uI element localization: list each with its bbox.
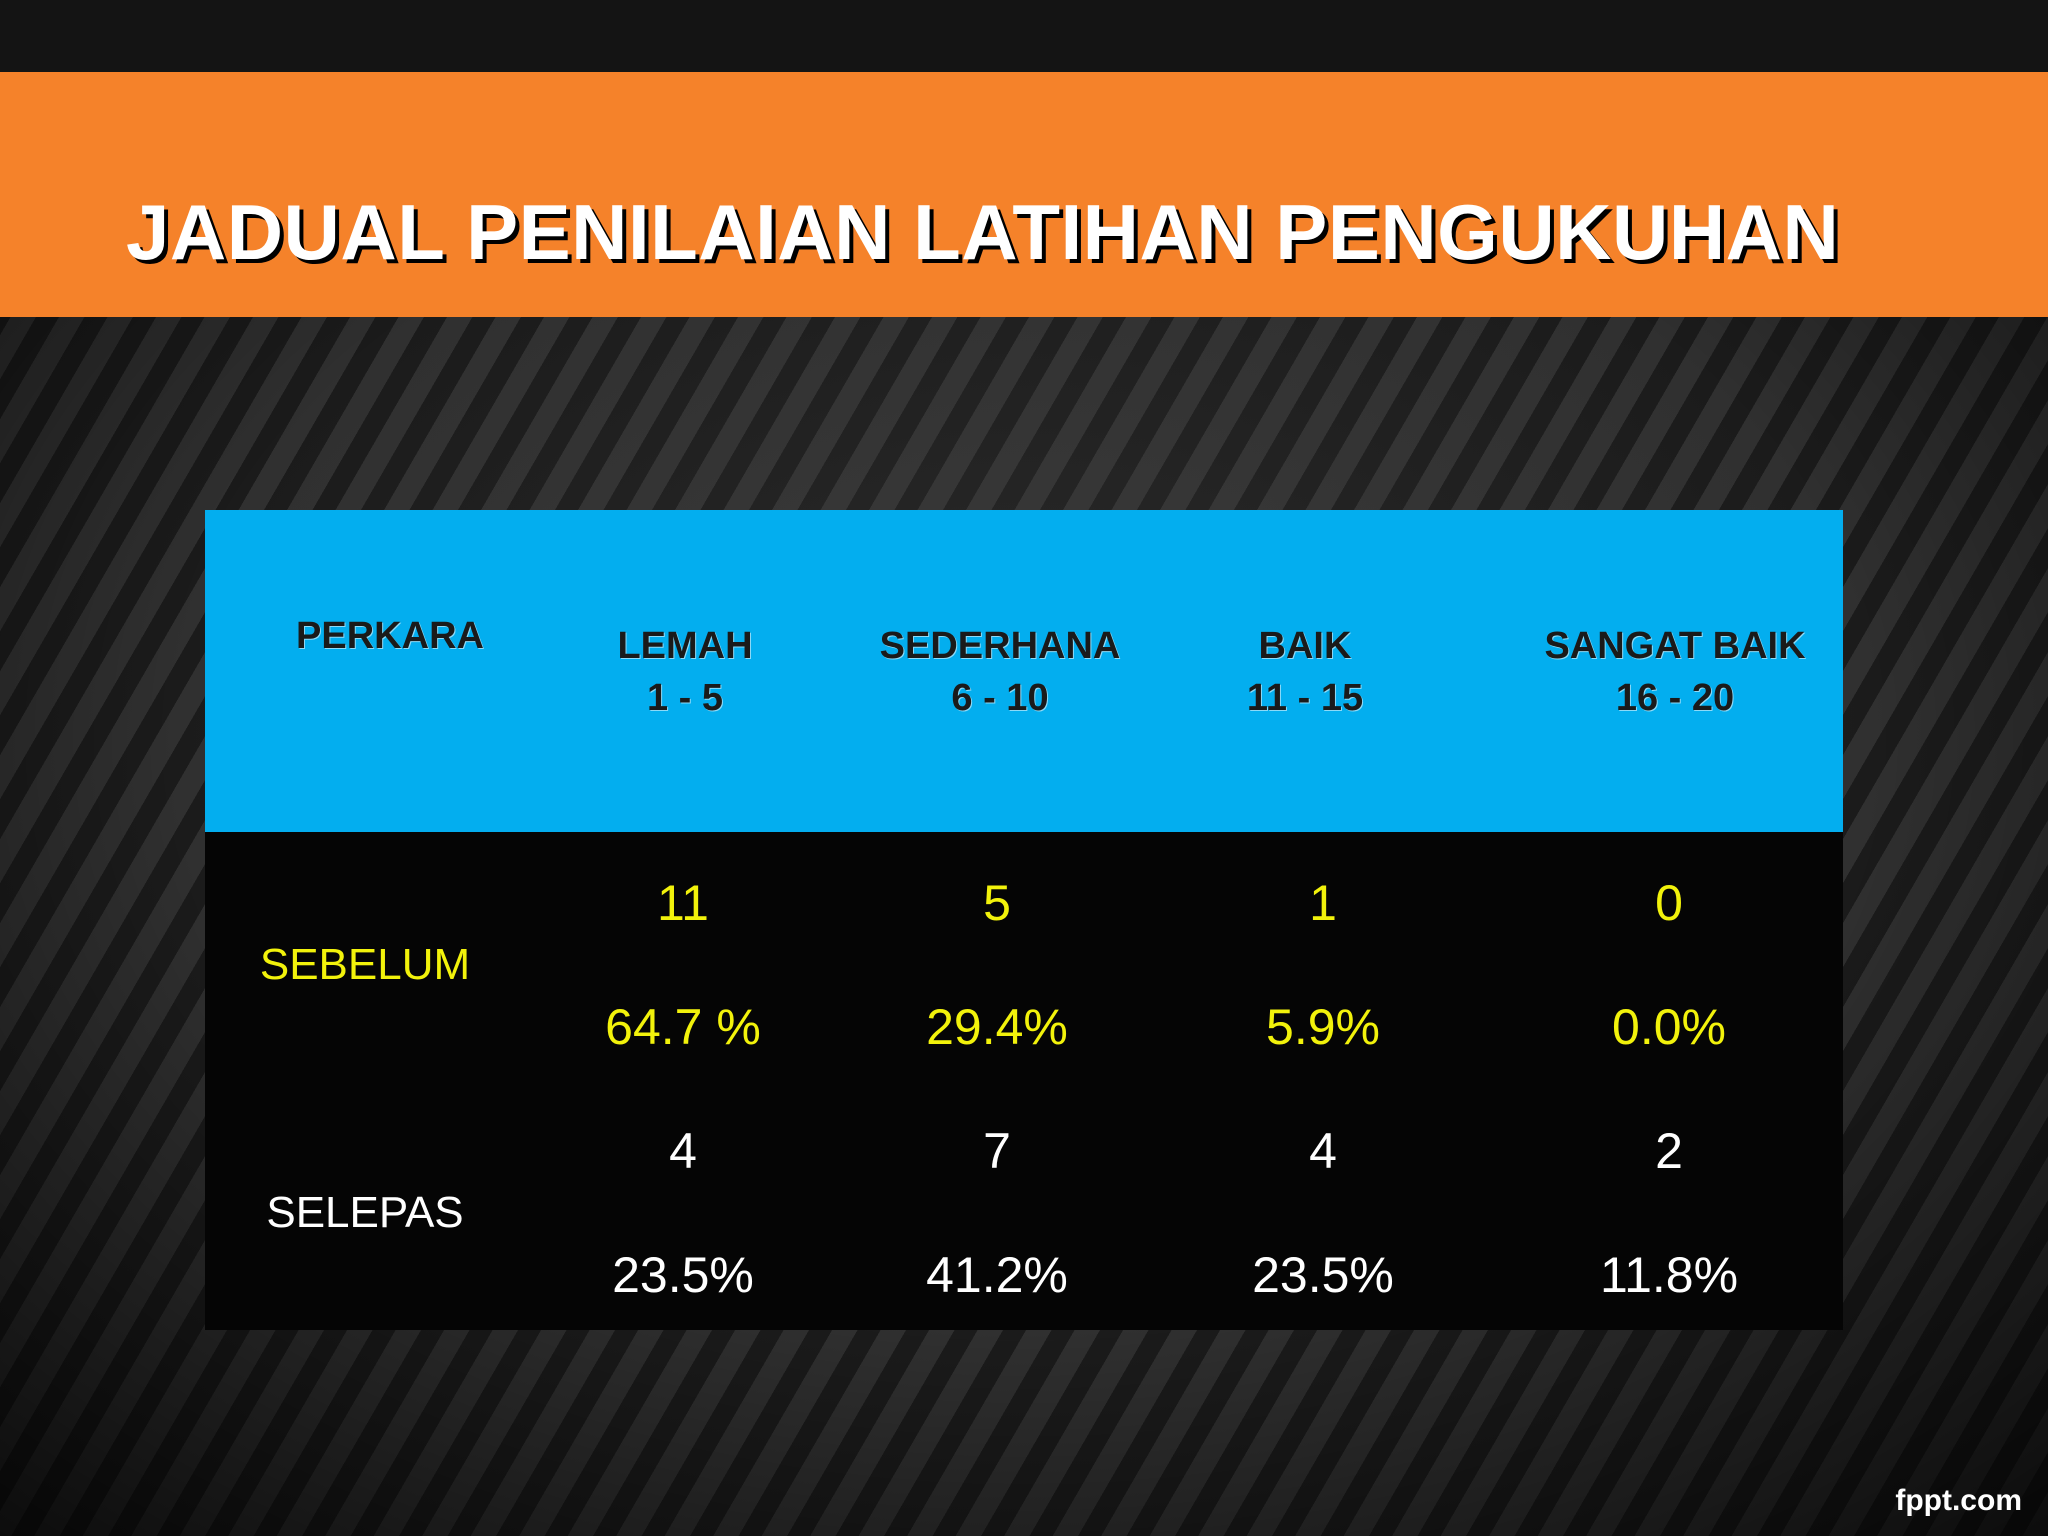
header-lemah-range: 1 - 5 <box>646 677 724 719</box>
header-sangat-baik: SANGAT BAIK 16 - 20 <box>1525 620 1825 724</box>
header-sederhana-range: 6 - 10 <box>951 677 1049 719</box>
header-lemah: LEMAH 1 - 5 <box>585 620 785 724</box>
header-perkara-label: PERKARA <box>296 615 484 657</box>
sebelum-count-sangat-baik: 0 <box>1655 875 1683 931</box>
header-baik-name: BAIK <box>1258 625 1352 667</box>
sebelum-count-lemah: 11 <box>657 875 709 931</box>
selepas-count-baik: 4 <box>1309 1123 1337 1179</box>
selepas-count-sangat-baik: 2 <box>1655 1123 1683 1179</box>
sebelum-count-sederhana: 5 <box>983 875 1011 931</box>
selepas-percent-sangat-baik: 11.8% <box>1599 1247 1739 1303</box>
header-baik-range: 11 - 15 <box>1246 677 1364 719</box>
header-sangat-baik-name: SANGAT BAIK <box>1544 625 1806 667</box>
sebelum-percent-lemah: 64.7 % <box>605 999 761 1055</box>
header-sangat-baik-range: 16 - 20 <box>1615 677 1735 719</box>
table-body: SEBELUM 11 5 1 0 64.7 % 29.4% 5.9% 0.0% … <box>205 832 1843 1330</box>
slide-title: JADUAL PENILAIAN LATIHAN PENGUKUHAN <box>126 188 1840 276</box>
row-label-selepas: SELEPAS <box>266 1188 464 1237</box>
row-label-sebelum: SEBELUM <box>259 940 471 989</box>
selepas-count-sederhana: 7 <box>983 1123 1011 1179</box>
assessment-table: PERKARA LEMAH 1 - 5 SEDERHANA 6 - 10 BAI… <box>205 510 1843 1330</box>
header-lemah-name: LEMAH <box>617 625 753 667</box>
selepas-percent-lemah: 23.5% <box>612 1247 754 1303</box>
sebelum-count-baik: 1 <box>1309 875 1337 931</box>
selepas-count-lemah: 4 <box>669 1123 697 1179</box>
title-band: JADUAL PENILAIAN LATIHAN PENGUKUHAN <box>0 72 2048 317</box>
header-baik: BAIK 11 - 15 <box>1230 620 1380 724</box>
header-sederhana: SEDERHANA 6 - 10 <box>855 620 1145 724</box>
fppt-watermark: fppt.com <box>1895 1484 2022 1517</box>
table-header: PERKARA LEMAH 1 - 5 SEDERHANA 6 - 10 BAI… <box>205 510 1843 832</box>
header-sederhana-name: SEDERHANA <box>879 625 1121 667</box>
selepas-percent-baik: 23.5% <box>1252 1247 1394 1303</box>
header-perkara: PERKARA <box>265 610 515 662</box>
sebelum-percent-sangat-baik: 0.0% <box>1612 999 1726 1055</box>
sebelum-percent-baik: 5.9% <box>1266 999 1380 1055</box>
selepas-percent-sederhana: 41.2% <box>926 1247 1068 1303</box>
top-dark-strip <box>0 0 2048 72</box>
sebelum-percent-sederhana: 29.4% <box>926 999 1068 1055</box>
